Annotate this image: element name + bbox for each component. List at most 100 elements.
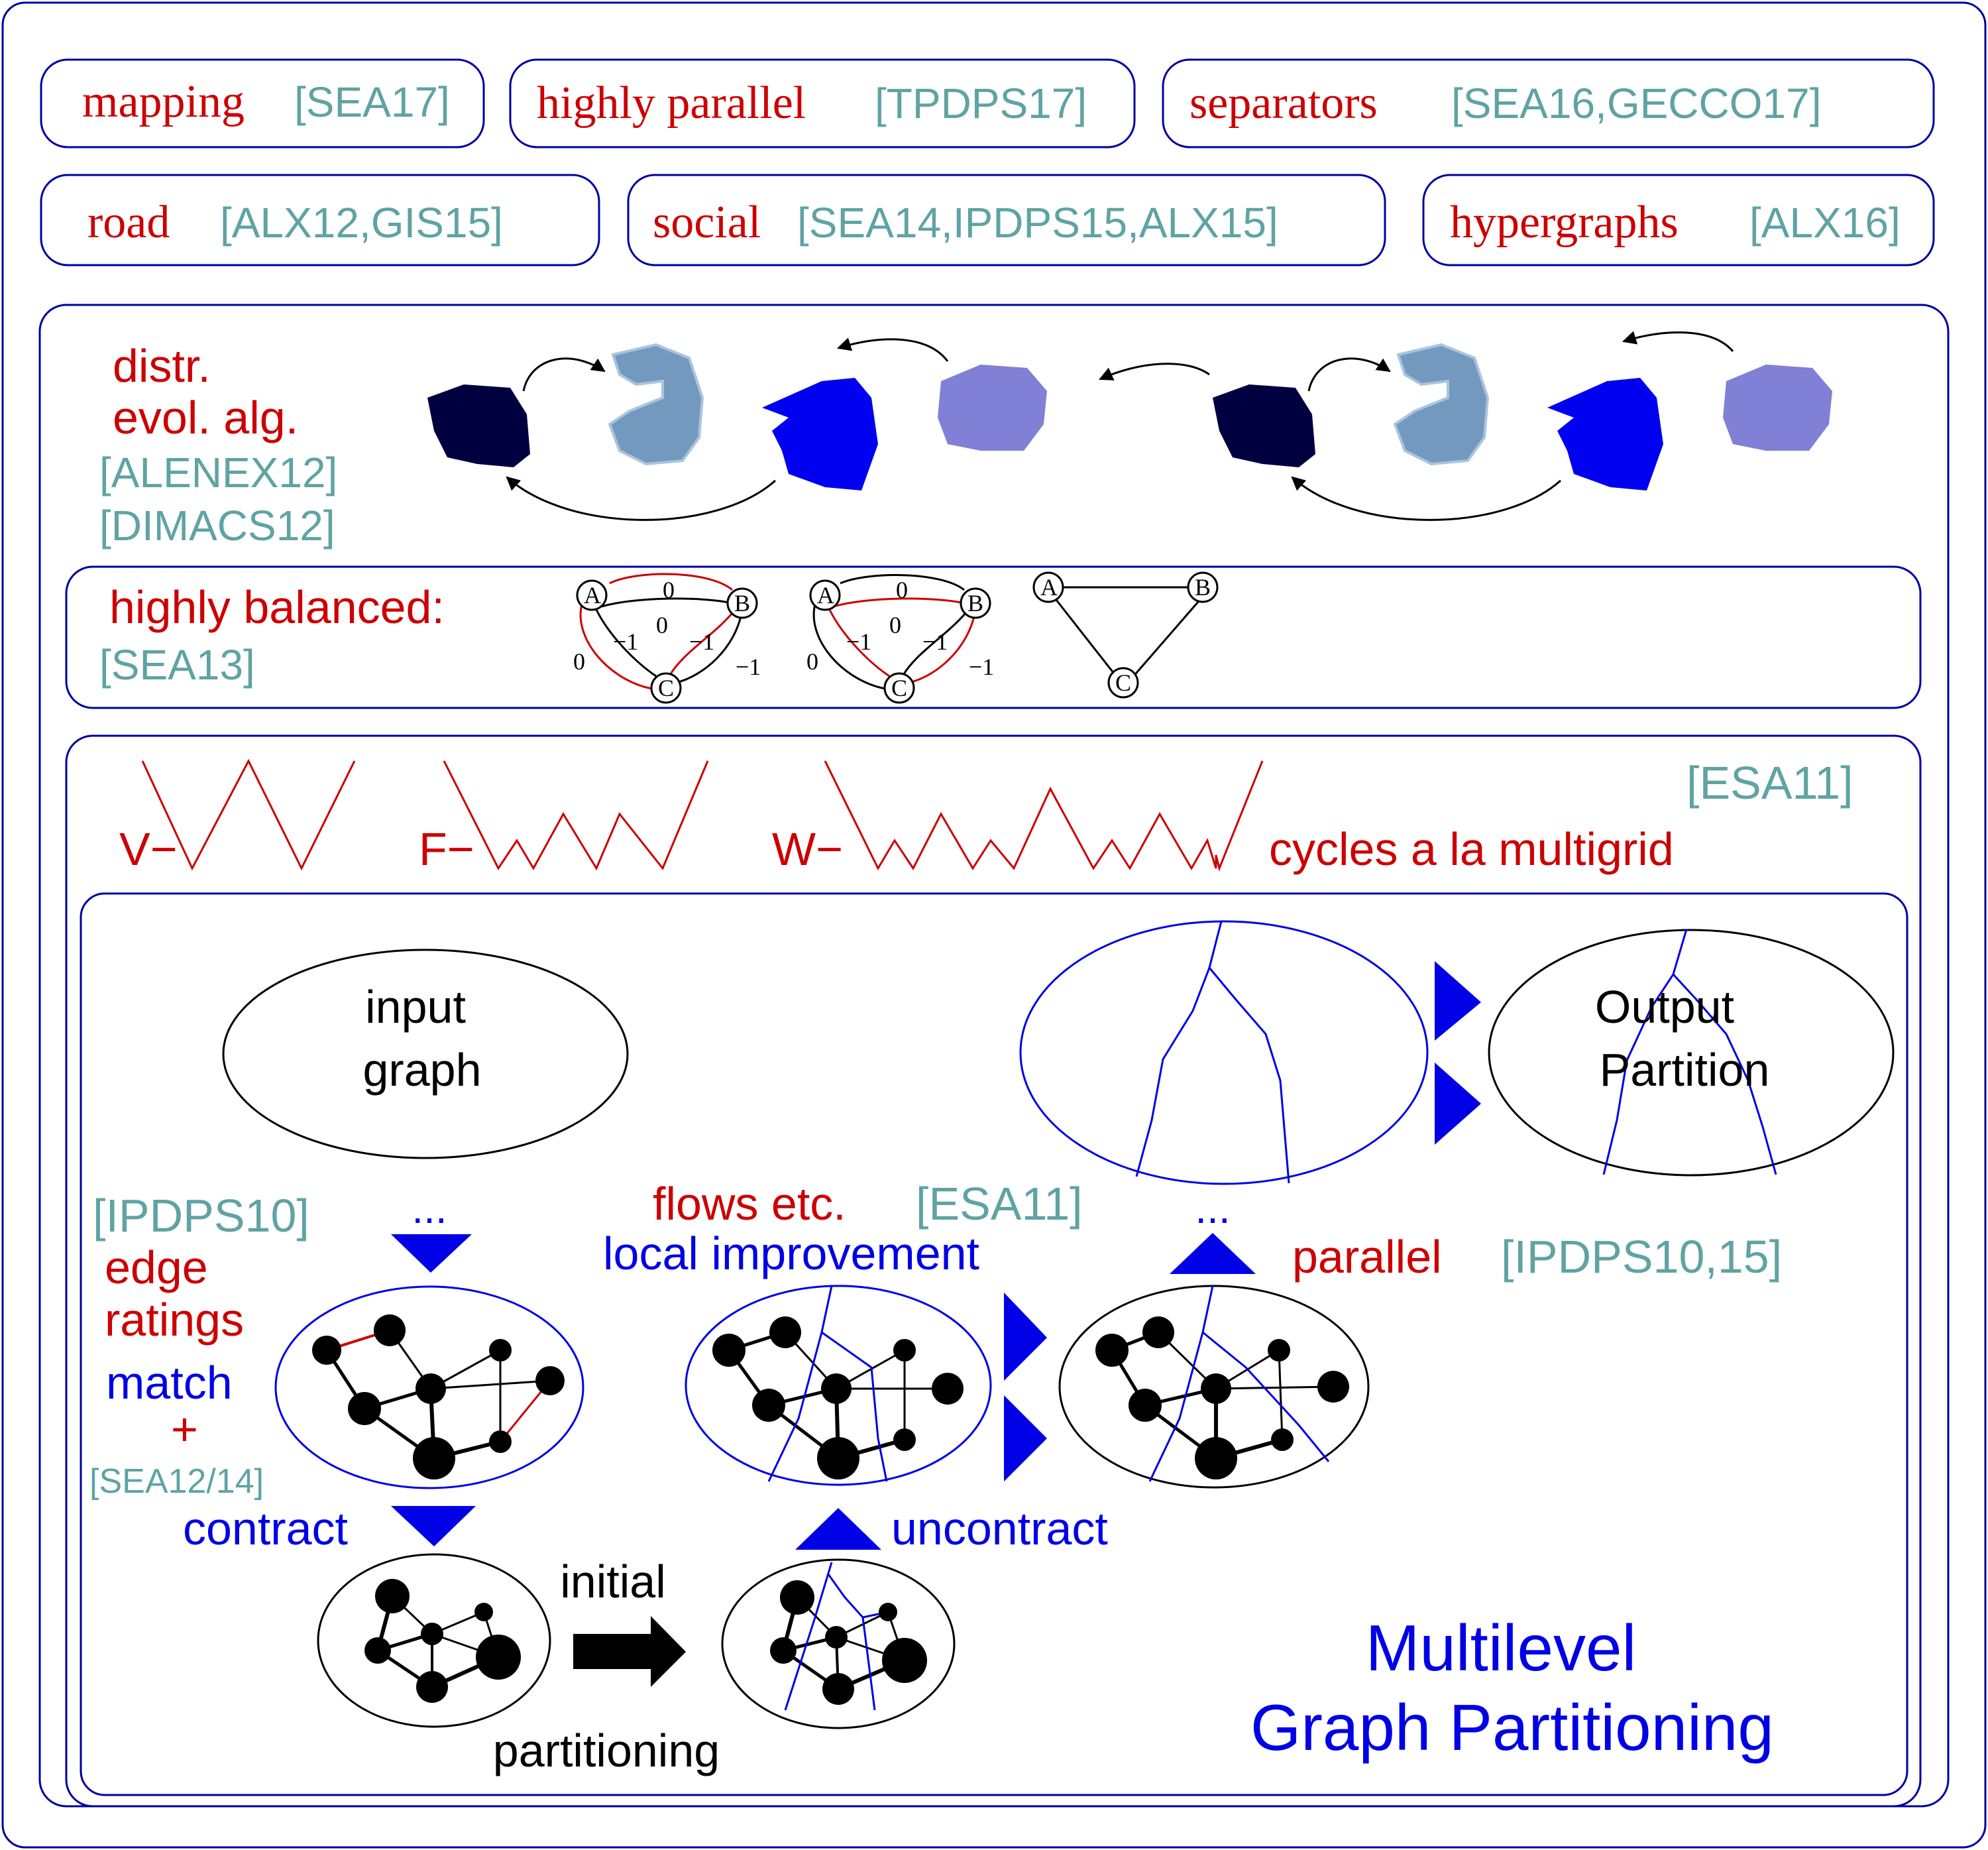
refined-top-ellipse	[1019, 920, 1429, 1185]
flows-ref: [ESA11]	[916, 1178, 1083, 1230]
evo-label-line1: distr.	[113, 340, 211, 392]
topic-term: social	[653, 197, 761, 248]
output-partition-ellipse	[1488, 929, 1895, 1177]
evo-section: distr. evol. alg. [ALENEX12] [DIMACS12]	[99, 331, 1832, 549]
node-label: C	[891, 675, 907, 701]
f-cycle-line	[443, 760, 709, 871]
evo-ref-1: [ALENEX12]	[99, 449, 337, 496]
balanced-graph-1: A B C 0 0 −1 −1 0 −1	[573, 573, 761, 704]
balanced-label: highly balanced:	[109, 581, 445, 633]
down-arrow-bottom	[391, 1506, 476, 1546]
up-arrow-right	[1170, 1233, 1256, 1274]
to-level1-right-arrow-bottom	[1004, 1395, 1047, 1481]
w-cycle-line	[824, 760, 1264, 872]
initial-arrow	[573, 1616, 686, 1687]
topic-refs: [SEA16,GECCO17]	[1451, 80, 1821, 127]
output-line1: Output	[1595, 981, 1734, 1033]
f-cycle-label: F−	[419, 823, 474, 875]
topic-refs: [ALX12,GIS15]	[220, 199, 503, 247]
evo-ref-2: [DIMACS12]	[99, 502, 335, 549]
topic-term: road	[87, 197, 170, 248]
island-blue-right	[1547, 378, 1663, 491]
edge-weight: −1	[689, 628, 714, 655]
topic-term: hypergraphs	[1450, 197, 1679, 248]
island-lavender-right	[1723, 365, 1832, 451]
input-line1: input	[365, 981, 466, 1033]
title-line1: Multilevel	[1366, 1611, 1636, 1684]
to-output-arrow-bottom	[1435, 1063, 1481, 1145]
initial-label: initial	[560, 1556, 666, 1607]
topic-highly-parallel: highly parallel [TPDPS17]	[509, 58, 1136, 148]
topic-term: highly parallel	[537, 78, 806, 129]
plus-label: +	[171, 1403, 198, 1455]
cycles-caption: cycles a la multigrid	[1269, 823, 1674, 875]
topic-refs: [ALX16]	[1749, 199, 1901, 247]
topic-hypergraphs: hypergraphs [ALX16]	[1422, 174, 1935, 266]
edge-line1: edge	[105, 1242, 208, 1293]
edge-weight: −1	[846, 628, 871, 655]
parallel-label: parallel	[1292, 1231, 1442, 1283]
v-cycle-line	[141, 758, 356, 871]
output-line2: Partition	[1600, 1044, 1770, 1096]
topic-term: mapping	[82, 76, 245, 127]
edge-weight: −1	[613, 628, 638, 655]
topic-refs: [SEA14,IPDPS15,ALX15]	[797, 199, 1278, 247]
node-label: B	[734, 590, 750, 616]
balanced-section: highly balanced: [SEA13] A B C 0 0 −1 −1…	[65, 565, 1922, 709]
parallel-ref: [IPDPS10,15]	[1501, 1231, 1782, 1283]
graph-level1-left	[274, 1285, 584, 1489]
graph-initial-partition	[721, 1558, 956, 1729]
flows-label: flows etc.	[653, 1178, 846, 1230]
edge-weight: −1	[922, 628, 948, 655]
node-label: C	[1115, 669, 1131, 696]
uncontract-label: uncontract	[891, 1503, 1108, 1554]
balanced-graph-2: A B C 0 0 −1 −1 0 −1	[806, 574, 994, 704]
contract-label: contract	[183, 1503, 348, 1554]
balanced-graph-3: A B C	[1032, 571, 1219, 699]
topic-separators: separators [SEA16,GECCO17]	[1162, 58, 1935, 148]
cycles-refs: [ESA11]	[1686, 757, 1853, 809]
topic-term: separators	[1189, 78, 1378, 129]
balanced-refs: [SEA13]	[99, 641, 255, 689]
w-cycle-label: W−	[772, 823, 843, 875]
edge-weight: 0	[896, 577, 908, 603]
evo-label-line2: evol. alg.	[113, 392, 298, 443]
input-graph-ellipse	[222, 949, 629, 1159]
graph-coarsest	[317, 1553, 551, 1728]
edge-weight: −1	[969, 654, 994, 680]
ellipsis-right: ...	[1195, 1185, 1230, 1232]
topic-boxes: mapping [SEA17] highly parallel [TPDPS17…	[40, 58, 1935, 266]
edge-weight: 0	[889, 612, 901, 638]
title-line2: Graph Partitioning	[1250, 1691, 1774, 1764]
v-cycle-label: V−	[119, 823, 178, 875]
island-blue-left	[762, 378, 878, 491]
topic-social: social [SEA14,IPDPS15,ALX15]	[627, 174, 1386, 266]
up-arrow-uncontract	[795, 1508, 881, 1550]
island-steel-left	[608, 343, 704, 466]
topic-refs: [SEA17]	[294, 78, 450, 126]
edge-weight: 0	[663, 577, 675, 603]
graph-level1-right	[1058, 1285, 1370, 1489]
island-shapes	[427, 343, 1832, 491]
match-label: match	[106, 1357, 233, 1409]
node-label: A	[1040, 574, 1058, 601]
node-label: C	[658, 675, 674, 701]
node-label: B	[1195, 574, 1211, 601]
topic-refs: [TPDPS17]	[875, 80, 1087, 127]
multilevel-section: input graph Output Partition [IPDPS10] .…	[80, 892, 1908, 1796]
edge-line2: ratings	[105, 1294, 244, 1346]
ipdps-ref: [IPDPS10]	[93, 1190, 309, 1242]
local-improvement-label: local improvement	[603, 1228, 979, 1279]
node-label: B	[967, 590, 983, 616]
topic-mapping: mapping [SEA17]	[40, 58, 485, 148]
sea-ref: [SEA12/14]	[89, 1462, 264, 1501]
cycles-section: [ESA11] V− F− W− cycles a la multigrid	[65, 734, 1922, 1808]
ellipsis-left: ...	[412, 1185, 447, 1232]
edge-weight: 0	[806, 648, 818, 675]
node-label: A	[817, 582, 834, 608]
edge-weight: 0	[573, 648, 585, 675]
island-navy-right	[1213, 384, 1315, 467]
edge-weight: −1	[736, 654, 761, 680]
